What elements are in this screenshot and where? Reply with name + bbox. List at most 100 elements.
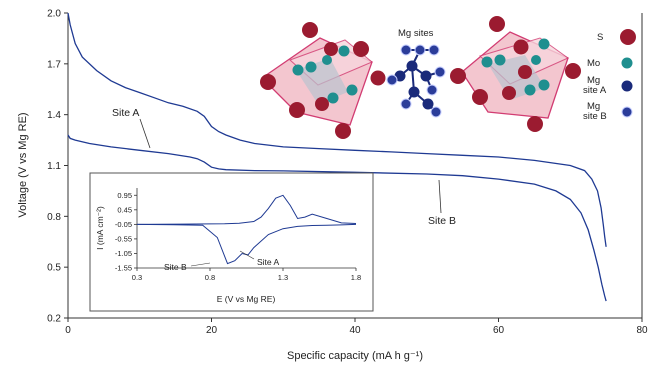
s-atom bbox=[518, 65, 532, 79]
x-tick-label: 20 bbox=[206, 325, 218, 336]
s-atom bbox=[353, 41, 369, 57]
legend-label-mo: Mo bbox=[587, 58, 600, 69]
mg-site-b-atom bbox=[434, 66, 446, 78]
inset-y-axis-label: I (mA cm⁻²) bbox=[95, 206, 105, 250]
mo-atom bbox=[327, 92, 339, 104]
legend-label-mg-a-line1: Mg bbox=[587, 75, 600, 86]
inset-y-tick-label: 0.95 bbox=[117, 191, 132, 200]
s-atom bbox=[513, 39, 529, 55]
legend-label-mg-b-line1: Mg bbox=[587, 101, 600, 112]
legend-swatch-s bbox=[620, 29, 636, 45]
y-tick-label: 2.0 bbox=[47, 9, 61, 20]
s-atom bbox=[324, 42, 338, 56]
mg-site-b-atom bbox=[428, 44, 440, 56]
mo-atom bbox=[338, 45, 350, 57]
mg-site-b-atom bbox=[430, 106, 442, 118]
inset-y-tick-label: -0.55 bbox=[115, 235, 132, 244]
mo-atom bbox=[481, 56, 493, 68]
s-atom bbox=[502, 86, 516, 100]
mg-site-b-atom bbox=[400, 98, 412, 110]
mo-atom bbox=[531, 55, 541, 65]
y-tick-label: 0.8 bbox=[47, 212, 61, 223]
inset-x-tick-label: 1.3 bbox=[278, 273, 288, 282]
mg-site-a-atom bbox=[420, 70, 432, 82]
legend-swatch-mg-site-a bbox=[621, 80, 633, 92]
inset-annotation-site-b-leader bbox=[190, 262, 211, 267]
y-axis-label: Voltage (V vs Mg RE) bbox=[17, 112, 29, 217]
inset-x-ticks: 0.3 0.8 1.3 1.8 bbox=[132, 268, 361, 282]
s-atom bbox=[527, 116, 543, 132]
series-line-1 bbox=[67, 12, 607, 247]
inset-x-tick-label: 0.8 bbox=[205, 273, 215, 282]
main-series-group bbox=[67, 12, 607, 302]
x-tick-label: 40 bbox=[349, 325, 361, 336]
inset-x-tick-label: 0.3 bbox=[132, 273, 142, 282]
mg-site-a-atom bbox=[408, 86, 420, 98]
x-tick-label: 80 bbox=[636, 325, 648, 336]
x-tick-label: 60 bbox=[493, 325, 505, 336]
inset-x-axis-label: E (V vs Mg RE) bbox=[217, 294, 276, 304]
mo-atom bbox=[292, 64, 304, 76]
s-atom bbox=[450, 68, 466, 84]
x-axis-label: Specific capacity (mA h g⁻¹) bbox=[287, 350, 423, 362]
inset-y-tick-label: -1.55 bbox=[115, 264, 132, 273]
mo-atom bbox=[346, 84, 358, 96]
structure-legend: S Mo Mg site A Mg site B bbox=[583, 29, 636, 122]
s-atom bbox=[472, 89, 488, 105]
annotation-site-a: Site A bbox=[112, 107, 139, 119]
inset-y-tick-label: -1.05 bbox=[115, 249, 132, 258]
annotations: Site A Site B bbox=[112, 107, 456, 227]
series-line-2 bbox=[67, 134, 607, 302]
x-tick-label: 0 bbox=[65, 325, 71, 336]
main-axes: 0 20 40 60 80 0.2 0.5 0.8 1.1 1.4 1.7 2.0 Specific… bbox=[17, 9, 648, 363]
mo6s8-cluster-right bbox=[450, 16, 581, 132]
mg-site-b-atom bbox=[426, 84, 438, 96]
mo-atom bbox=[538, 38, 550, 50]
legend-label-s: S bbox=[597, 32, 603, 43]
inset-annotation-site-a: Site A bbox=[257, 257, 280, 267]
legend-swatch-mg-site-b bbox=[621, 106, 633, 118]
mg-site-atoms bbox=[386, 44, 446, 118]
mg-site-b-atom bbox=[400, 44, 412, 56]
legend-label-mg-b-line2: site B bbox=[583, 111, 607, 122]
s-atom bbox=[302, 22, 318, 38]
inset-series-line-1 bbox=[136, 223, 357, 265]
y-tick-label: 1.7 bbox=[47, 59, 61, 70]
legend-swatch-mo bbox=[621, 57, 633, 69]
annotation-site-b-leader bbox=[438, 179, 442, 214]
inset-frame bbox=[89, 172, 374, 312]
s-atom bbox=[489, 16, 505, 32]
s-atom bbox=[315, 97, 329, 111]
y-ticks: 0.2 0.5 0.8 1.1 1.4 1.7 2.0 bbox=[47, 9, 68, 325]
y-tick-label: 0.2 bbox=[47, 314, 61, 325]
annotation-site-b: Site B bbox=[428, 215, 456, 227]
mg-site-b-atom bbox=[386, 74, 398, 86]
mo-atom bbox=[524, 84, 536, 96]
s-atom bbox=[370, 70, 386, 86]
inset-series-group bbox=[136, 194, 357, 265]
inset-x-tick-label: 1.8 bbox=[351, 273, 361, 282]
y-tick-label: 1.1 bbox=[47, 161, 61, 172]
mo-atom bbox=[494, 54, 506, 66]
structure-title: Mg sites bbox=[398, 28, 434, 39]
mo6s8-cluster-left bbox=[260, 22, 386, 139]
mg-site-a-atom bbox=[406, 60, 418, 72]
inset-annotation-site-b: Site B bbox=[164, 262, 187, 272]
mo-atom bbox=[305, 61, 317, 73]
s-atom bbox=[565, 63, 581, 79]
inset-annotation-site-a-leader bbox=[239, 250, 255, 260]
mg-site-b-atom bbox=[414, 44, 426, 56]
inset-y-tick-label: 0.45 bbox=[117, 206, 132, 215]
s-atom bbox=[335, 123, 351, 139]
x-ticks: 0 20 40 60 80 bbox=[65, 318, 648, 336]
annotation-site-a-leader bbox=[139, 118, 151, 149]
inset-cv-plot: 0.3 0.8 1.3 1.8 0.95 0.45 -0.05 -0.55 -1.05 -1.5… bbox=[89, 172, 374, 312]
legend-label-mg-a-line2: site A bbox=[583, 85, 607, 96]
inset-series-line-2 bbox=[136, 194, 357, 225]
s-atom bbox=[260, 74, 276, 90]
inset-y-ticks: 0.95 0.45 -0.05 -0.55 -1.05 -1.55 bbox=[115, 191, 137, 273]
s-atom bbox=[289, 102, 305, 118]
crystal-structure-illustration: Mg sites S Mo Mg site A Mg site B bbox=[260, 16, 636, 139]
